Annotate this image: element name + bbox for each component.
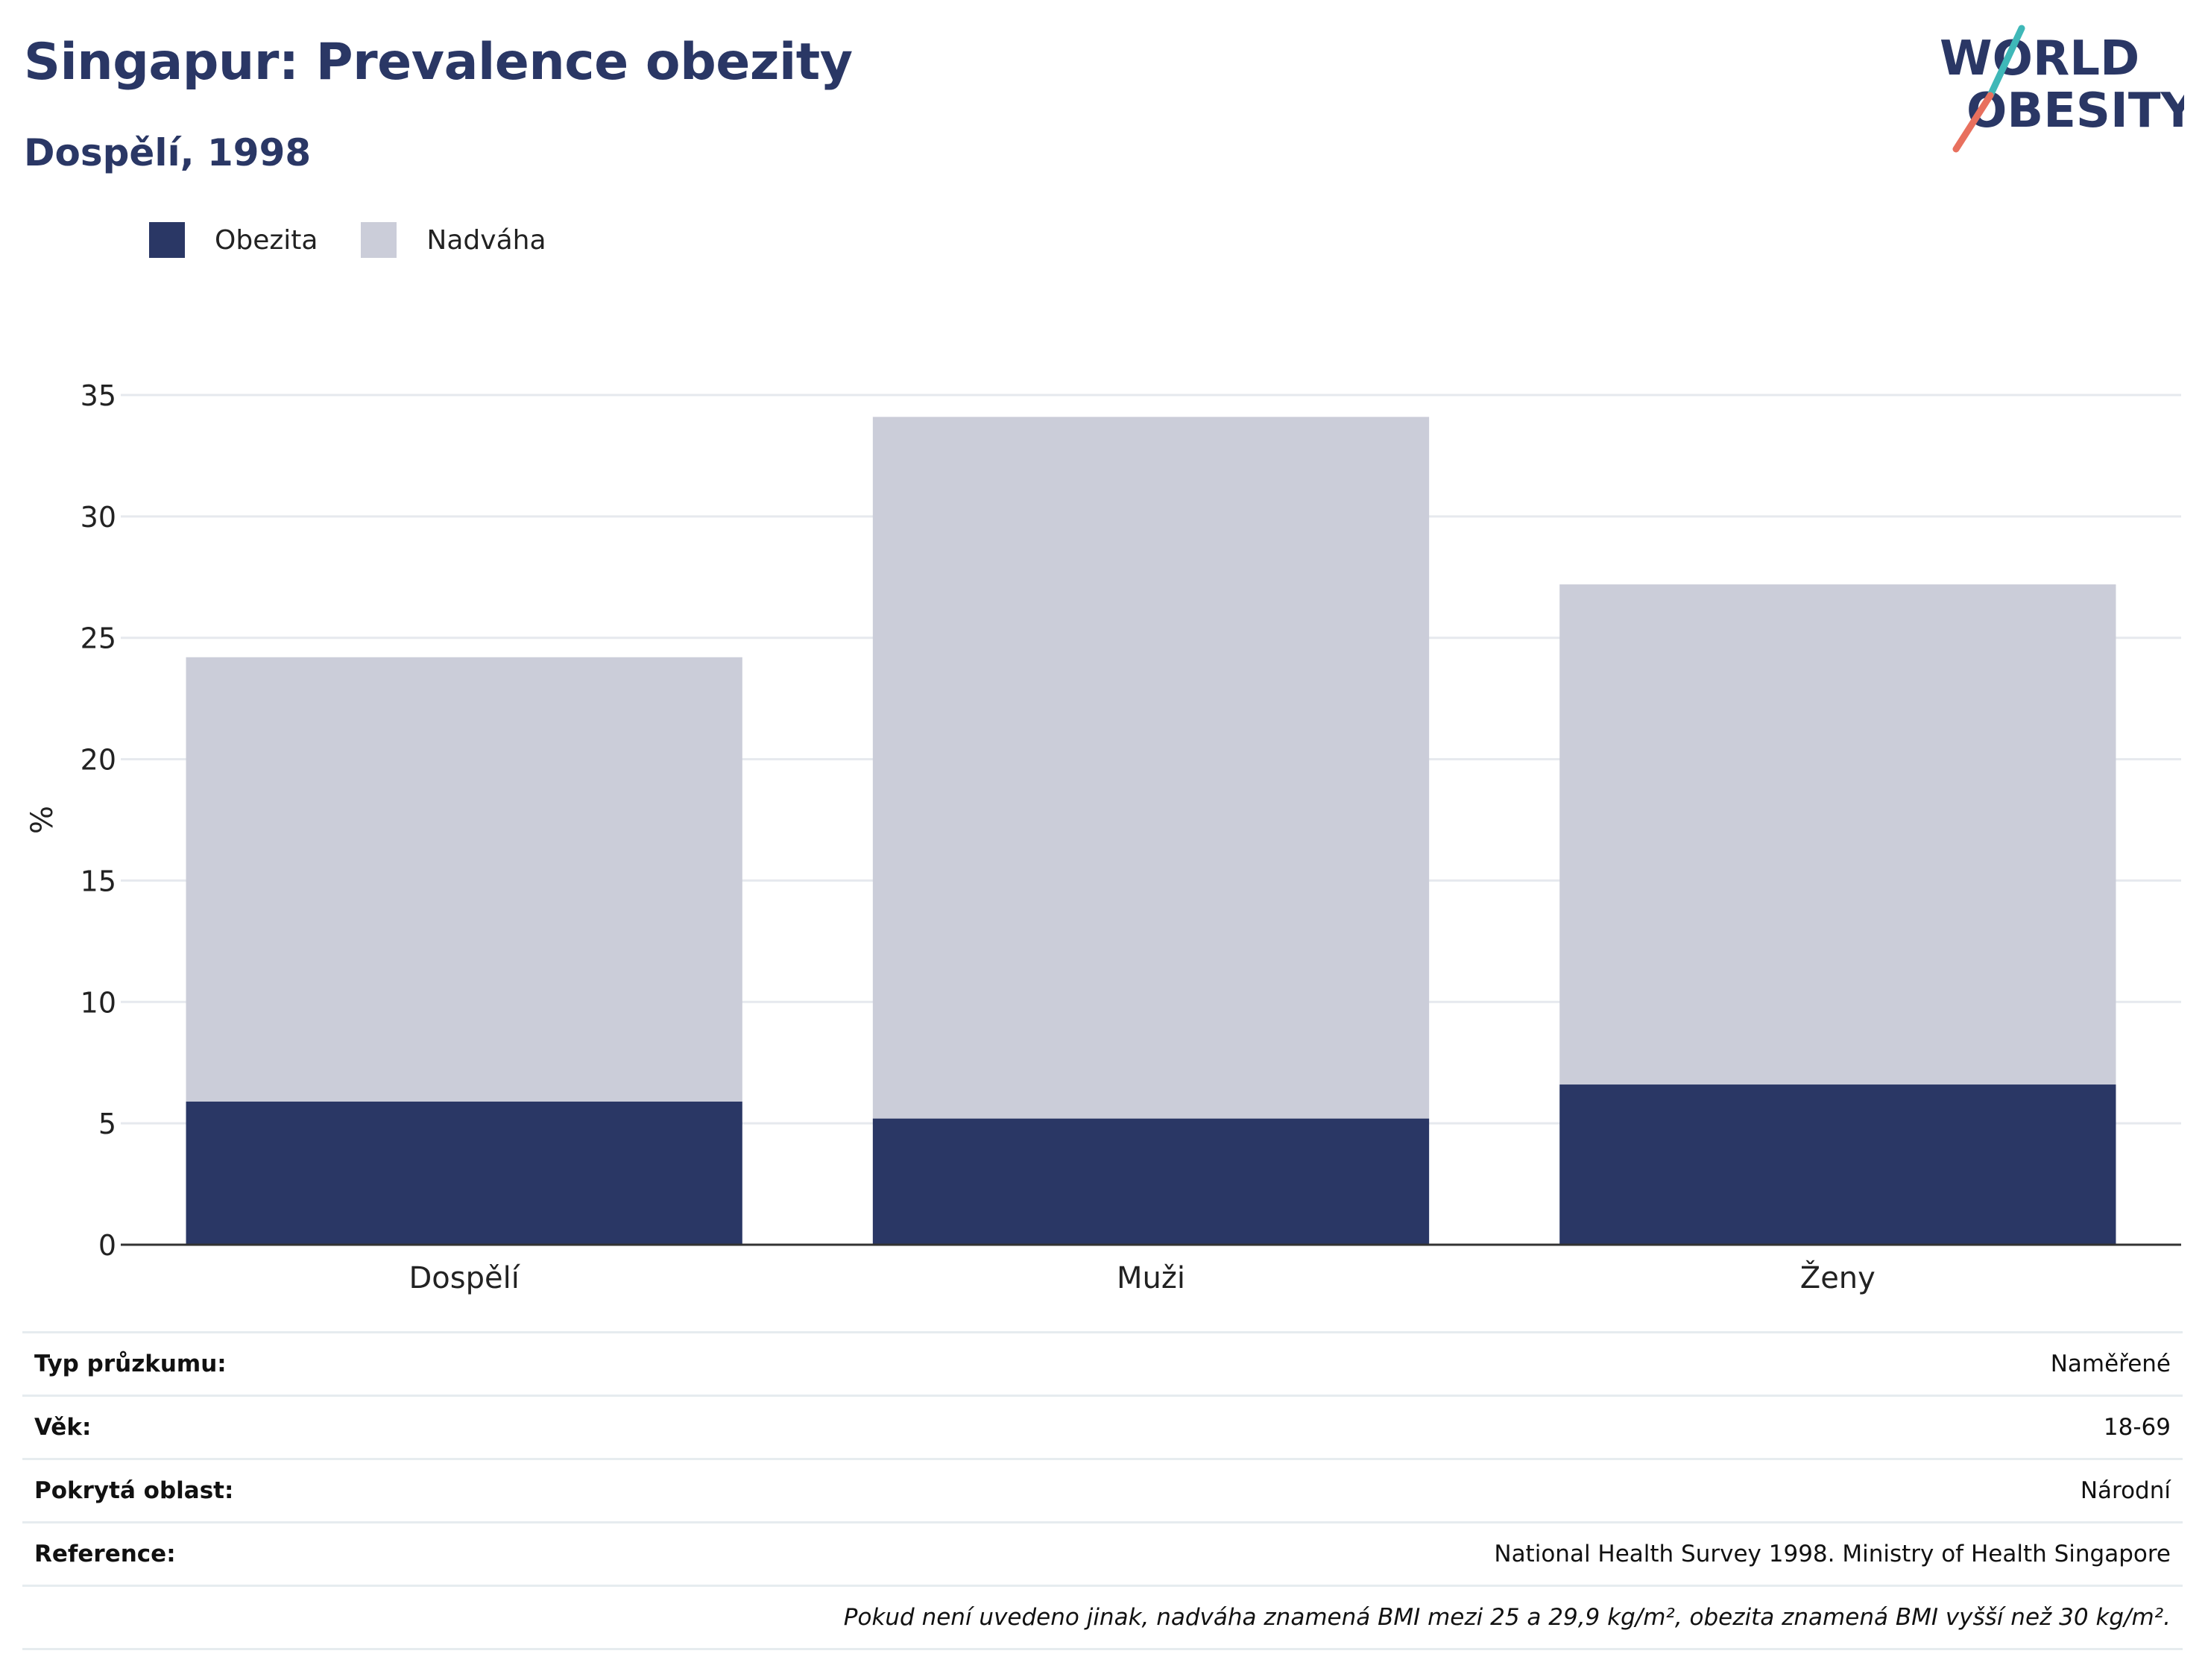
- info-value: Naměřené: [544, 1331, 2183, 1396]
- x-tick-label: Muži: [1117, 1261, 1185, 1295]
- info-note-row: Pokud není uvedeno jinak, nadváha znamen…: [22, 1585, 2183, 1650]
- info-row: Typ průzkumu: Naměřené: [22, 1331, 2183, 1396]
- y-axis-title: %: [25, 806, 60, 834]
- chart-legend: Obezita Nadváha: [149, 222, 590, 258]
- logo-line-obesity: OBESITY: [1966, 83, 2184, 139]
- x-tick-label: Ženy: [1800, 1260, 1876, 1295]
- bar-obesity-3: [1559, 1084, 2116, 1245]
- info-key: Pokrytá oblast:: [22, 1458, 545, 1523]
- chart-subtitle: Dospělí, 1998: [24, 131, 312, 174]
- y-tick-label: 30: [81, 501, 116, 534]
- logo-line-world: WORLD: [1940, 31, 2139, 86]
- legend-item-overweight[interactable]: Nadváha: [361, 222, 546, 258]
- bar-chart: 0 5 10 15 20 25 30 35% Dospělí Muži Ženy: [25, 379, 2181, 1295]
- info-value: 18-69: [544, 1395, 2183, 1459]
- logo-slash-teal: [1987, 25, 2025, 99]
- legend-item-obesity[interactable]: Obezita: [149, 222, 318, 258]
- world-obesity-logo: WORLD OBESITY: [1940, 25, 2184, 153]
- x-tick-label: Dospělí: [408, 1261, 520, 1295]
- survey-info-table: Typ průzkumu: Naměřené Věk: 18-69 Pokryt…: [22, 1331, 2183, 1650]
- bar-obesity-2: [872, 1118, 1430, 1245]
- logo-slash-coral: [1952, 92, 1994, 153]
- bar-overweight-1: [186, 657, 742, 1102]
- y-tick-label: 20: [81, 744, 116, 777]
- definition-note: Pokud není uvedeno jinak, nadváha znamen…: [22, 1585, 2183, 1650]
- bar-overweight-3: [1559, 584, 2116, 1085]
- y-tick-label: 0: [98, 1229, 116, 1262]
- info-key: Věk:: [22, 1395, 545, 1459]
- bar-overweight-2: [872, 417, 1430, 1119]
- legend-swatch-obesity: [149, 222, 185, 258]
- info-row: Reference: National Health Survey 1998. …: [22, 1521, 2183, 1586]
- legend-label-overweight: Nadváha: [426, 224, 546, 256]
- info-row: Věk: 18-69: [22, 1395, 2183, 1459]
- info-value: National Health Survey 1998. Ministry of…: [544, 1521, 2183, 1586]
- info-key: Typ průzkumu:: [22, 1331, 545, 1396]
- y-tick-label: 15: [81, 865, 116, 897]
- y-tick-label: 10: [81, 986, 116, 1019]
- chart-title: Singapur: Prevalence obezity: [24, 33, 853, 92]
- y-tick-label: 5: [98, 1108, 116, 1140]
- info-value: Národní: [544, 1458, 2183, 1523]
- y-tick-label: 35: [81, 379, 116, 412]
- bar-obesity-1: [186, 1101, 742, 1245]
- info-key: Reference:: [22, 1521, 545, 1586]
- legend-label-obesity: Obezita: [215, 224, 318, 256]
- y-tick-label: 25: [81, 622, 116, 655]
- legend-swatch-overweight: [361, 222, 397, 258]
- info-row: Pokrytá oblast: Národní: [22, 1458, 2183, 1523]
